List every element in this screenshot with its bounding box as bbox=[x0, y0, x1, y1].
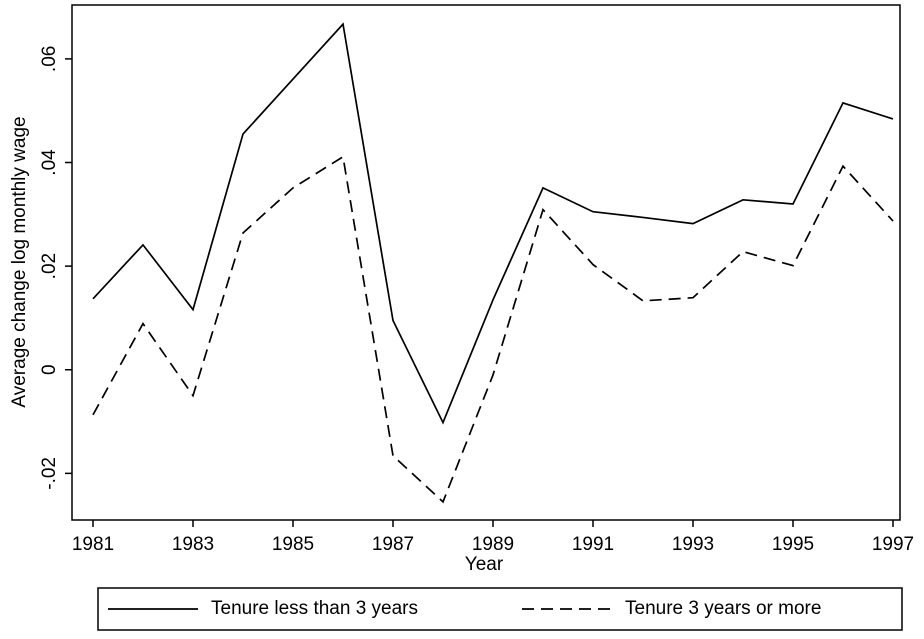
x-tick-label: 1995 bbox=[772, 534, 814, 555]
plot-frame bbox=[71, 4, 901, 521]
x-axis-label: Year bbox=[465, 554, 504, 575]
y-tick-label: .04 bbox=[39, 149, 60, 176]
series-line bbox=[92, 22, 894, 425]
legend-box bbox=[97, 587, 903, 631]
x-tick-label: 1991 bbox=[572, 534, 614, 555]
x-tick-label: 1983 bbox=[172, 534, 214, 555]
x-tick-label: 1981 bbox=[72, 534, 114, 555]
x-tick-label: 1993 bbox=[672, 534, 714, 555]
y-tick-label: .06 bbox=[39, 46, 60, 72]
y-tick-label: 0 bbox=[39, 364, 60, 375]
x-tick-label: 1989 bbox=[472, 534, 514, 555]
x-tick-label: 1985 bbox=[272, 534, 314, 555]
x-tick-label: 1997 bbox=[872, 534, 914, 555]
series-line bbox=[92, 155, 894, 504]
legend-label: Tenure 3 years or more bbox=[625, 598, 821, 619]
legend-label: Tenure less than 3 years bbox=[211, 598, 418, 619]
y-tick-label: -.02 bbox=[39, 457, 60, 490]
y-tick-label: .02 bbox=[39, 253, 60, 279]
x-tick-label: 1987 bbox=[372, 534, 414, 555]
y-axis-label: Average change log monthly wage bbox=[9, 116, 30, 407]
